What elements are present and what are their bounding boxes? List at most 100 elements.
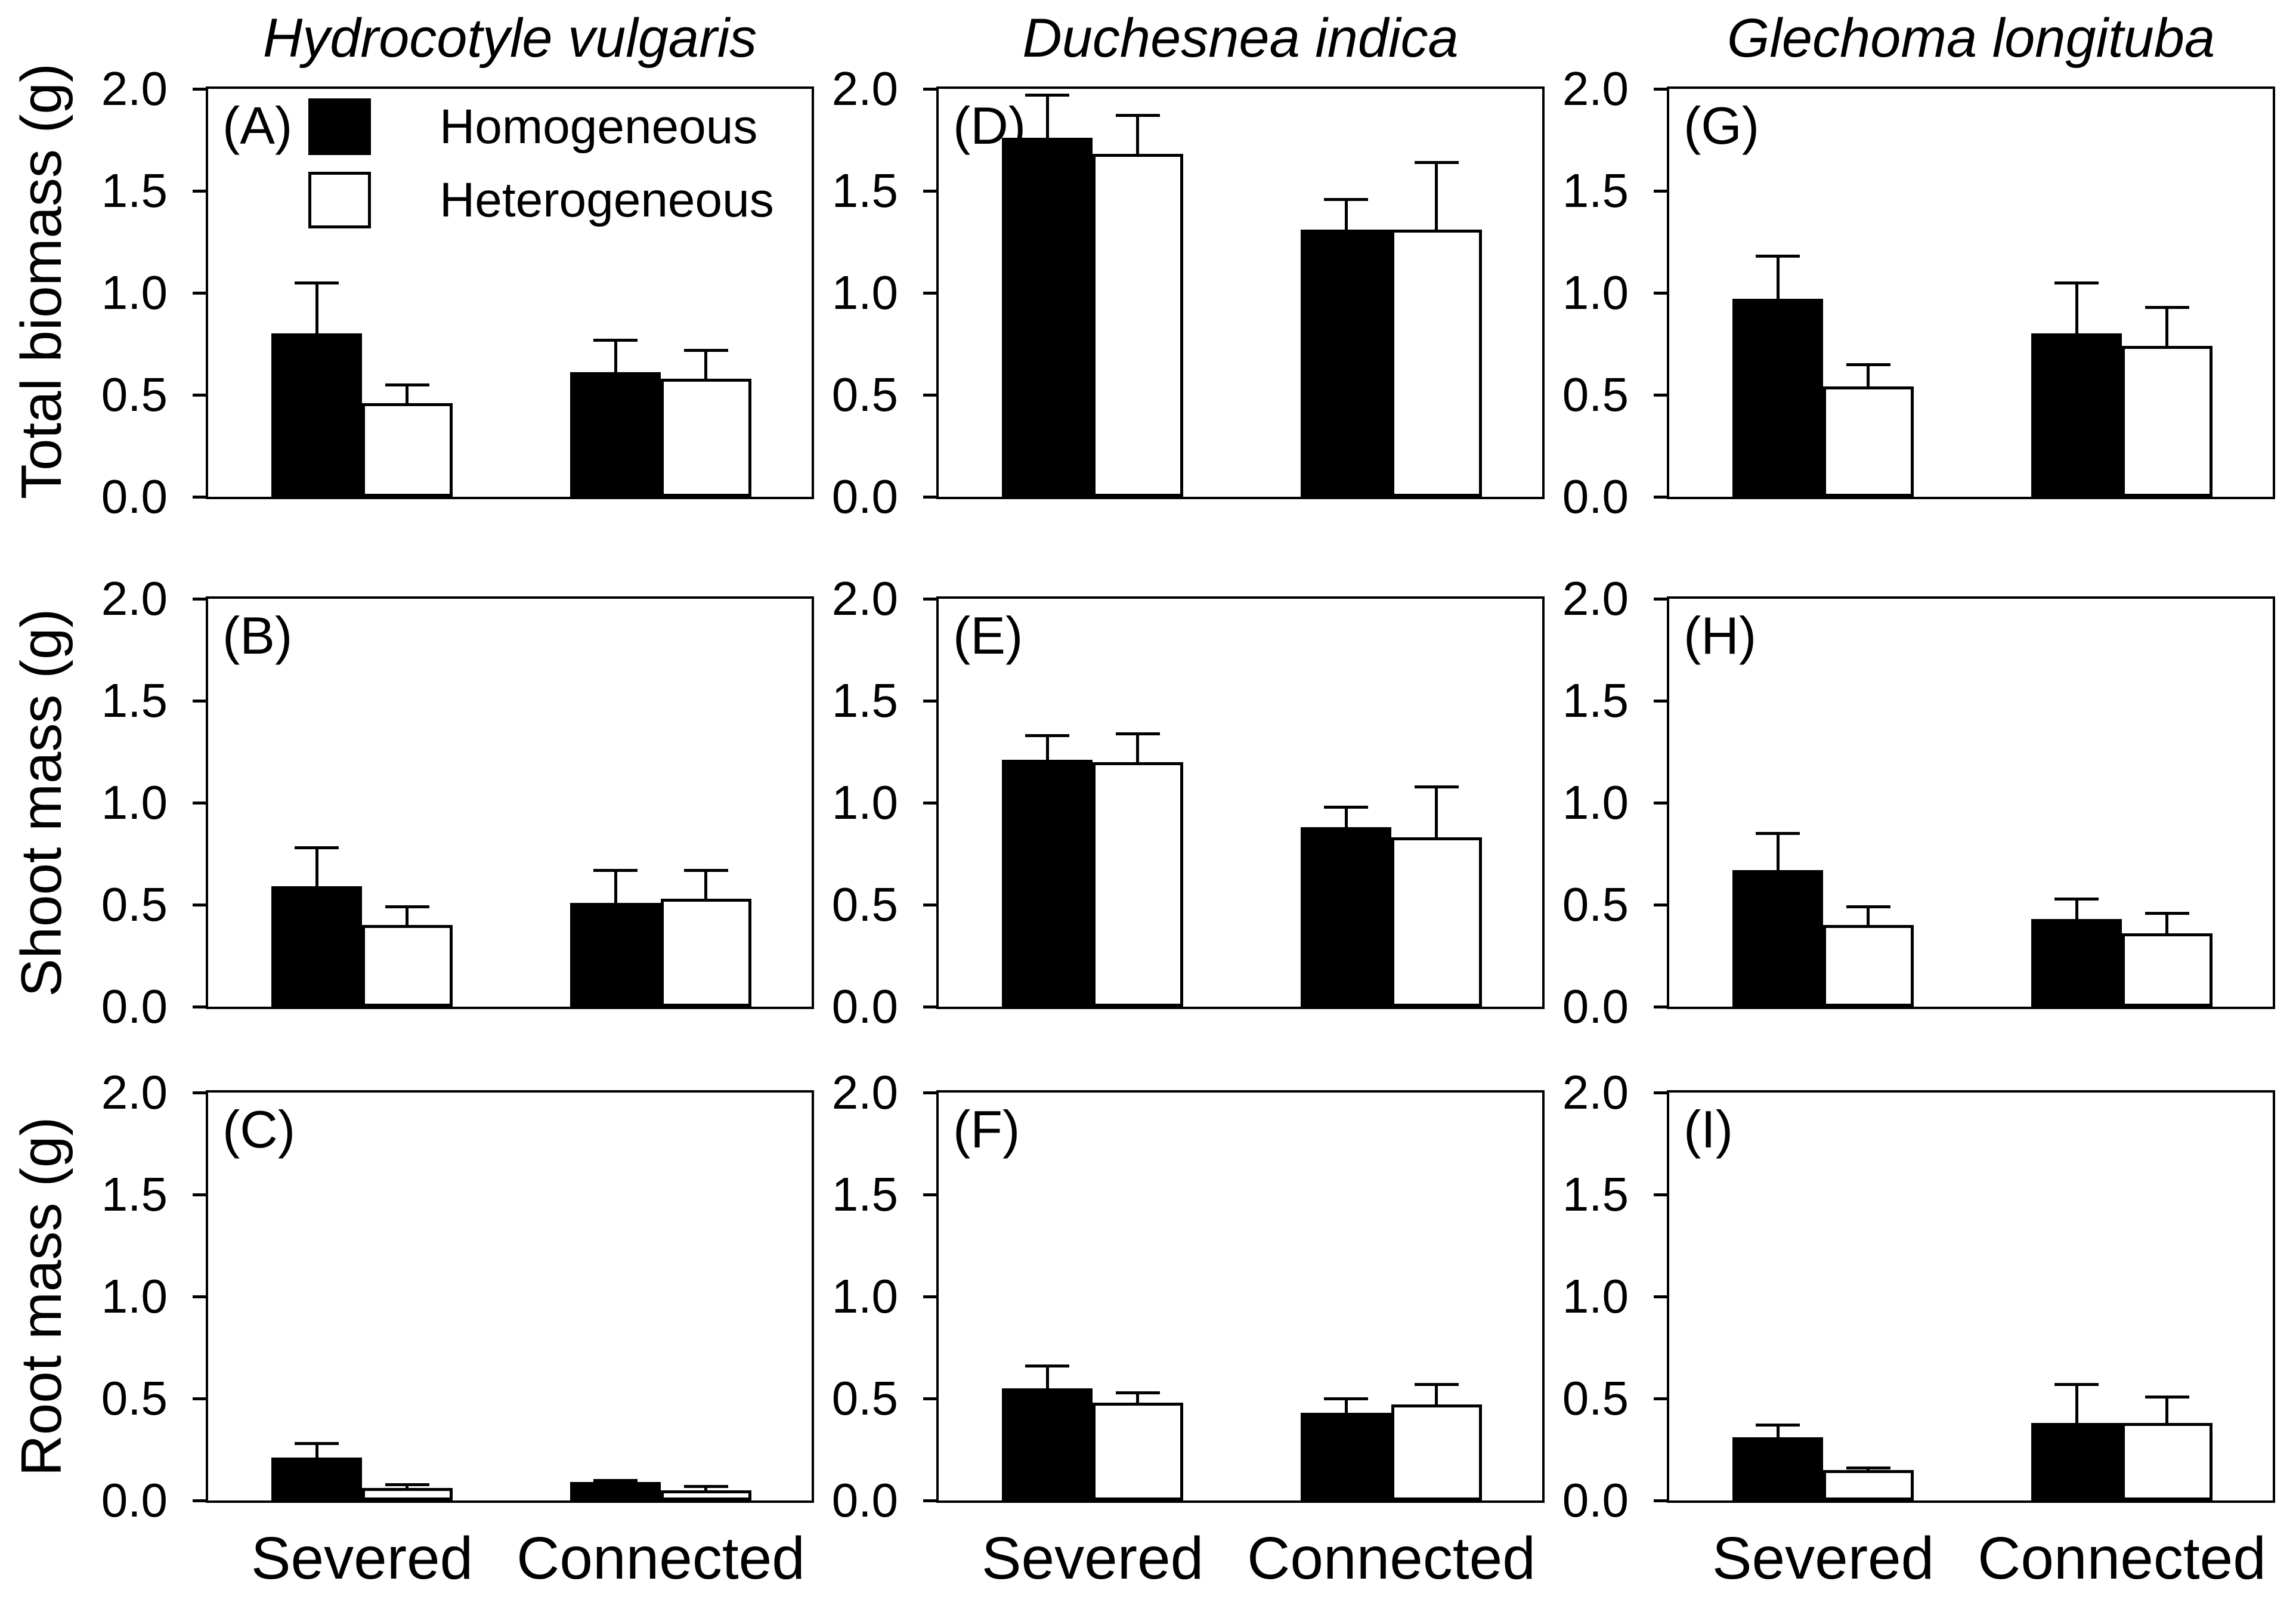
error-cap: [683, 1485, 728, 1489]
error-cap: [1846, 905, 1890, 909]
x-category-label: Connected: [1247, 1525, 1536, 1592]
y-tick-label: 2.0: [1562, 1066, 1629, 1119]
y-tick: [1654, 903, 1667, 906]
bar-homogeneous-severed: [1732, 870, 1824, 1007]
y-tick: [923, 699, 936, 703]
error-bar: [1776, 833, 1780, 870]
y-tick-label: 2.0: [101, 62, 168, 115]
y-tick: [1654, 495, 1667, 499]
error-cap: [1025, 94, 1070, 97]
y-tick: [1654, 189, 1667, 193]
panel-E: (E) 0.0 0.5 1.0 1.5 2.0: [832, 575, 1545, 1031]
y-tick-label: 2.0: [831, 1066, 898, 1119]
error-bar: [406, 1484, 409, 1489]
error-cap: [683, 348, 728, 352]
column-title-hydrocotyle: Hydrocotyle vulgaris: [262, 8, 757, 69]
y-tick-label: 1.5: [101, 164, 168, 217]
error-cap: [1414, 785, 1459, 788]
panel-letter: (H): [1684, 606, 1757, 665]
error-cap: [1756, 1424, 1800, 1427]
bar-heterogeneous-connected: [1391, 837, 1482, 1007]
bar-homogeneous-connected: [1301, 229, 1391, 497]
y-tick-label: 1.5: [831, 1168, 898, 1221]
error-cap: [295, 846, 339, 850]
y-tick: [193, 801, 206, 805]
error-bar: [406, 906, 409, 926]
bar-homogeneous-severed: [1002, 760, 1093, 1007]
bar-heterogeneous-severed: [362, 403, 453, 497]
error-bar: [315, 1443, 318, 1458]
error-cap: [593, 338, 638, 342]
error-cap: [683, 868, 728, 872]
y-tick: [923, 597, 936, 601]
y-tick-label: 0.5: [101, 878, 168, 931]
y-tick-label: 0.5: [831, 368, 898, 421]
panel-letter: (C): [222, 1100, 296, 1159]
y-tick: [193, 597, 206, 601]
y-tick-label: 0.0: [831, 980, 898, 1033]
bar-heterogeneous-connected: [2122, 1423, 2213, 1500]
x-category-label: Connected: [1978, 1525, 2266, 1592]
error-bar: [704, 870, 708, 899]
y-tick: [193, 1005, 206, 1008]
y-tick: [1654, 1397, 1667, 1400]
y-tick-label: 0.5: [1562, 368, 1629, 421]
error-bar: [1344, 1398, 1348, 1413]
y-tick: [193, 87, 206, 91]
y-tick: [193, 1397, 206, 1400]
y-tick-label: 1.5: [1562, 674, 1629, 727]
error-bar: [2075, 282, 2078, 334]
bar-heterogeneous-connected: [1391, 229, 1482, 497]
y-tick-label: 1.0: [1562, 266, 1629, 319]
y-tick: [923, 1397, 936, 1400]
error-bar: [1435, 1384, 1438, 1405]
y-tick: [923, 495, 936, 499]
error-cap: [593, 1478, 638, 1482]
y-tick-label: 0.5: [1562, 878, 1629, 931]
bar-heterogeneous-connected: [2122, 345, 2213, 497]
error-bar: [315, 282, 318, 334]
y-tick-label: 1.5: [101, 674, 168, 727]
y-tick-label: 0.5: [831, 1372, 898, 1425]
y-tick-label: 0.5: [101, 368, 168, 421]
y-tick-label: 2.0: [831, 62, 898, 115]
bar-heterogeneous-connected: [661, 378, 751, 497]
error-cap: [1756, 832, 1800, 836]
panel-F: (F) 0.0 0.5 1.0 1.5 2.0 Severed Connected: [832, 1069, 1545, 1591]
error-cap: [1756, 255, 1800, 258]
y-tick: [193, 903, 206, 906]
error-cap: [2145, 1395, 2189, 1398]
error-bar: [1045, 1366, 1049, 1388]
y-tick-label: 1.5: [1562, 164, 1629, 217]
y-tick-label: 1.0: [831, 1270, 898, 1323]
error-bar: [1776, 256, 1780, 299]
x-category-label: Severed: [981, 1525, 1204, 1592]
y-tick: [923, 1005, 936, 1008]
y-tick-label: 2.0: [1562, 62, 1629, 115]
y-tick: [193, 699, 206, 703]
error-cap: [1115, 732, 1160, 735]
y-tick: [193, 1295, 206, 1298]
y-tick: [193, 291, 206, 295]
error-cap: [1025, 734, 1070, 738]
y-tick-label: 1.5: [1562, 1168, 1629, 1221]
y-tick-label: 2.0: [101, 1066, 168, 1119]
error-cap: [1414, 161, 1459, 165]
legend-label-homogeneous: Homogeneous: [440, 99, 758, 154]
bar-heterogeneous-severed: [1093, 154, 1183, 497]
panel-letter: (B): [222, 606, 293, 665]
error-bar: [2075, 1384, 2078, 1424]
y-tick: [193, 495, 206, 499]
error-bar: [1045, 95, 1049, 138]
error-bar: [2165, 307, 2169, 346]
bar-homogeneous-connected: [1301, 1412, 1391, 1500]
y-tick-label: 1.0: [101, 1270, 168, 1323]
error-cap: [2054, 281, 2099, 284]
error-cap: [1115, 114, 1160, 117]
y-tick: [1654, 1193, 1667, 1196]
y-tick-label: 0.0: [101, 1474, 168, 1527]
error-bar: [1776, 1425, 1780, 1437]
bar-homogeneous-connected: [570, 902, 661, 1007]
bar-heterogeneous-connected: [661, 898, 751, 1007]
y-tick-label: 1.0: [831, 266, 898, 319]
